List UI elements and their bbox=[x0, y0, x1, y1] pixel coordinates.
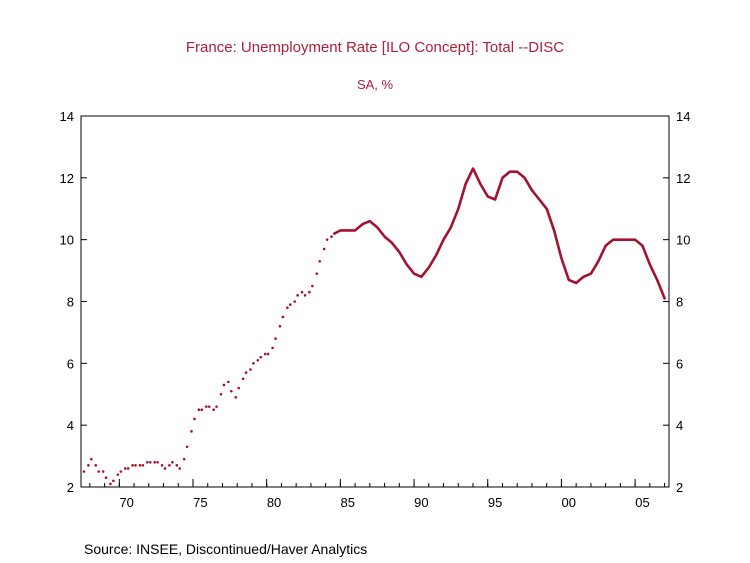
data-point bbox=[175, 464, 179, 467]
data-point bbox=[311, 284, 314, 288]
series-layer bbox=[82, 167, 666, 486]
source-note: Source: INSEE, Discontinued/Haver Analyt… bbox=[84, 541, 368, 557]
plot-frame bbox=[80, 115, 670, 488]
data-point bbox=[293, 300, 296, 303]
data-point bbox=[325, 238, 329, 241]
x-tick-label: 00 bbox=[562, 495, 576, 510]
axes: 2 2 4 4 6 6 8 8 10 10 12 12 14 14 70 75 80 85 90 95 00 05 bbox=[60, 109, 691, 510]
data-point bbox=[252, 362, 255, 365]
data-point bbox=[244, 371, 248, 374]
series-line bbox=[333, 167, 666, 300]
data-point bbox=[163, 467, 167, 470]
data-point bbox=[271, 346, 274, 350]
data-point bbox=[138, 464, 142, 467]
data-point bbox=[190, 430, 193, 433]
data-point bbox=[168, 464, 171, 467]
data-point bbox=[274, 337, 277, 340]
data-point bbox=[97, 470, 100, 473]
data-point bbox=[131, 464, 134, 467]
data-point bbox=[82, 470, 86, 473]
data-point bbox=[193, 417, 196, 421]
y-tick-label-right: 6 bbox=[676, 356, 683, 371]
x-tick-label: 05 bbox=[635, 495, 649, 510]
data-point bbox=[249, 368, 252, 371]
data-point bbox=[308, 290, 311, 294]
data-point bbox=[101, 470, 105, 473]
data-point bbox=[94, 464, 98, 467]
y-tick-label-right: 4 bbox=[676, 418, 683, 433]
data-point bbox=[146, 460, 149, 464]
data-point bbox=[171, 460, 174, 464]
y-tick-label-right: 2 bbox=[676, 480, 683, 495]
data-point bbox=[215, 405, 218, 408]
y-tick-label-right: 10 bbox=[676, 233, 690, 248]
data-point bbox=[212, 408, 215, 412]
data-point bbox=[87, 464, 90, 467]
data-point bbox=[153, 460, 156, 464]
data-point bbox=[141, 464, 145, 467]
y-tick-label-right: 14 bbox=[676, 109, 690, 124]
data-point bbox=[278, 324, 282, 328]
data-point bbox=[197, 408, 201, 412]
data-point bbox=[266, 352, 270, 356]
data-point bbox=[116, 473, 120, 476]
data-point bbox=[330, 235, 333, 238]
data-point bbox=[200, 408, 204, 412]
data-point bbox=[178, 467, 182, 470]
data-point bbox=[90, 457, 93, 461]
data-point bbox=[112, 479, 115, 483]
data-point bbox=[126, 467, 130, 470]
data-point bbox=[134, 464, 137, 467]
x-tick-label: 80 bbox=[267, 495, 281, 510]
data-point bbox=[156, 460, 159, 464]
data-point bbox=[109, 482, 112, 486]
data-point bbox=[234, 396, 238, 399]
data-point bbox=[148, 460, 152, 464]
data-point bbox=[227, 380, 230, 384]
x-tick-label: 95 bbox=[488, 495, 502, 510]
data-point bbox=[123, 467, 127, 470]
data-point bbox=[322, 247, 326, 251]
x-tick-label: 75 bbox=[193, 495, 207, 510]
data-point bbox=[219, 392, 223, 396]
data-point bbox=[263, 352, 267, 356]
data-point bbox=[182, 457, 186, 461]
y-tick-label-left: 2 bbox=[67, 480, 74, 495]
y-tick-label-left: 6 bbox=[67, 356, 74, 371]
y-tick-label-right: 12 bbox=[676, 171, 690, 186]
data-point bbox=[207, 405, 211, 408]
data-point bbox=[303, 294, 307, 297]
y-tick-label-left: 12 bbox=[60, 171, 74, 186]
data-point bbox=[300, 290, 304, 294]
x-tick-label: 90 bbox=[414, 495, 428, 510]
data-point bbox=[119, 470, 123, 473]
data-point bbox=[241, 377, 245, 381]
y-tick-label-left: 4 bbox=[67, 418, 74, 433]
y-tick-label-left: 8 bbox=[67, 295, 74, 310]
data-point bbox=[230, 389, 233, 393]
data-point bbox=[222, 383, 226, 387]
data-point bbox=[256, 358, 260, 362]
y-tick-label-left: 10 bbox=[60, 233, 74, 248]
data-point bbox=[318, 260, 322, 263]
y-tick-label-left: 14 bbox=[60, 109, 74, 124]
data-point bbox=[104, 476, 108, 480]
data-point bbox=[204, 405, 208, 408]
chart-subtitle: SA, % bbox=[357, 77, 394, 92]
data-point bbox=[160, 464, 164, 467]
data-point bbox=[286, 306, 289, 309]
data-point bbox=[185, 445, 189, 449]
x-tick-label: 70 bbox=[119, 495, 133, 510]
data-point bbox=[315, 272, 319, 275]
data-point bbox=[296, 294, 299, 297]
y-tick-label-right: 8 bbox=[676, 295, 683, 310]
data-point bbox=[281, 315, 285, 319]
data-point bbox=[259, 355, 263, 359]
x-tick-label: 85 bbox=[341, 495, 355, 510]
data-point bbox=[288, 303, 292, 306]
data-point bbox=[237, 386, 240, 390]
chart-title: France: Unemployment Rate [ILO Concept]:… bbox=[186, 39, 564, 56]
